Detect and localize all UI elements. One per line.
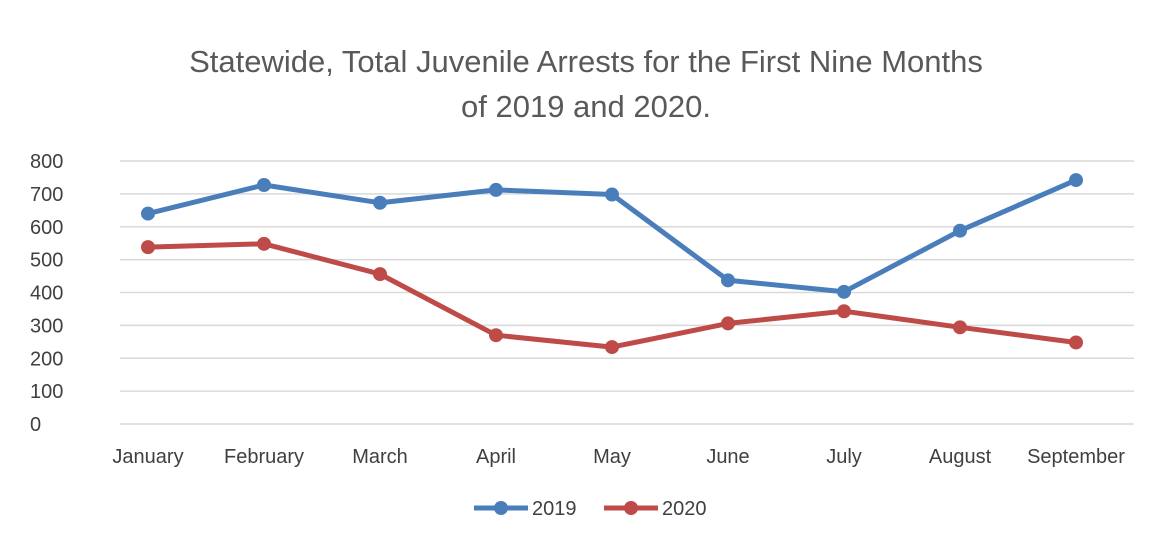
x-tick-label: June	[706, 446, 749, 468]
data-point	[953, 223, 967, 238]
x-tick-label: May	[593, 446, 631, 468]
data-point	[257, 177, 271, 192]
y-tick-label: 100	[30, 381, 63, 403]
data-point	[721, 273, 735, 288]
y-tick-label: 200	[30, 348, 63, 370]
legend-item-2019: 2019	[474, 498, 577, 520]
x-tick-label: February	[224, 446, 304, 468]
y-axis-ticks: 0 100 200 300 400 500 600 700 800	[30, 151, 63, 436]
y-tick-label: 0	[30, 414, 41, 436]
data-point	[141, 240, 155, 255]
data-point	[605, 340, 619, 355]
data-point	[1069, 335, 1083, 350]
data-point	[837, 284, 851, 299]
y-tick-label: 500	[30, 250, 63, 272]
gridlines	[120, 160, 1134, 425]
data-point	[721, 316, 735, 331]
x-tick-label: August	[929, 446, 992, 468]
data-point	[953, 320, 967, 335]
data-point	[141, 206, 155, 221]
series-layer	[141, 173, 1083, 355]
legend-swatch-marker	[494, 501, 508, 515]
data-point	[605, 187, 619, 202]
x-tick-label: July	[826, 446, 862, 468]
y-tick-label: 400	[30, 283, 63, 305]
data-point	[257, 236, 271, 251]
y-tick-label: 800	[30, 151, 63, 173]
data-point	[489, 182, 503, 197]
x-tick-label: September	[1027, 446, 1125, 468]
data-point	[373, 195, 387, 210]
legend-swatch-marker	[624, 501, 638, 515]
data-point	[373, 267, 387, 282]
data-point	[489, 328, 503, 343]
legend-item-2020: 2020	[604, 498, 707, 520]
y-tick-label: 700	[30, 184, 63, 206]
series-2020	[141, 236, 1083, 355]
x-tick-label: January	[112, 446, 183, 468]
legend-label: 2019	[532, 498, 577, 520]
x-axis-ticks: January February March April May June July Augu…	[112, 446, 1125, 468]
data-point	[837, 304, 851, 319]
x-tick-label: April	[476, 446, 516, 468]
legend: 2019 2020	[474, 498, 707, 520]
chart-title-line-2: of 2019 and 2020.	[461, 89, 711, 124]
legend-label: 2020	[662, 498, 707, 520]
x-tick-label: March	[352, 446, 408, 468]
data-point	[1069, 173, 1083, 188]
chart-title: Statewide, Total Juvenile Arrests for th…	[189, 44, 983, 79]
series-2019	[141, 173, 1083, 299]
y-tick-label: 600	[30, 217, 63, 239]
y-tick-label: 300	[30, 315, 63, 337]
